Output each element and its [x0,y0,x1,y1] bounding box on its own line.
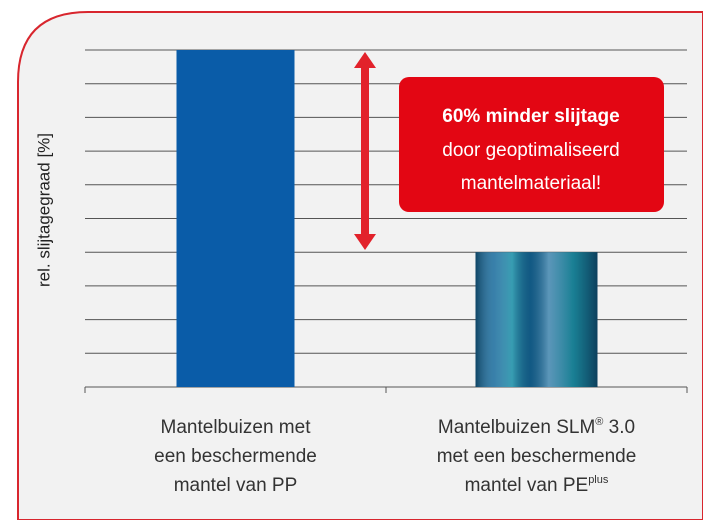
label-superscript: plus [588,474,609,486]
bar [177,50,295,387]
x-tick-label: Mantelbuizen SLM® 3.0 [438,416,635,438]
chart: rel. slijtagegraad [%] Mantelbuizen met e… [0,0,703,520]
x-tick-label: Mantelbuizen met [161,417,312,438]
x-tick-label: mantel van PEplus [465,474,609,496]
label-superscript: ® [595,416,603,428]
label-part: een beschermende [154,446,317,467]
bar-shading [476,252,598,387]
label-part: Mantelbuizen SLM [438,417,595,438]
x-tick-label: met een beschermende [437,446,637,467]
x-tick-label: mantel van PP [174,475,298,496]
label-part: mantel van PE [465,475,589,496]
y-axis-label: rel. slijtagegraad [%] [34,133,53,287]
label-part: mantel van PP [174,475,298,496]
callout-text: 60% minder slijtage [442,106,619,127]
x-tick-label: een beschermende [154,446,317,467]
label-part: 3.0 [603,417,635,438]
callout-text: mantelmateriaal! [461,173,601,194]
callout-text: door geoptimaliseerd [442,140,619,161]
label-part: Mantelbuizen met [161,417,312,438]
label-part: met een beschermende [437,446,637,467]
